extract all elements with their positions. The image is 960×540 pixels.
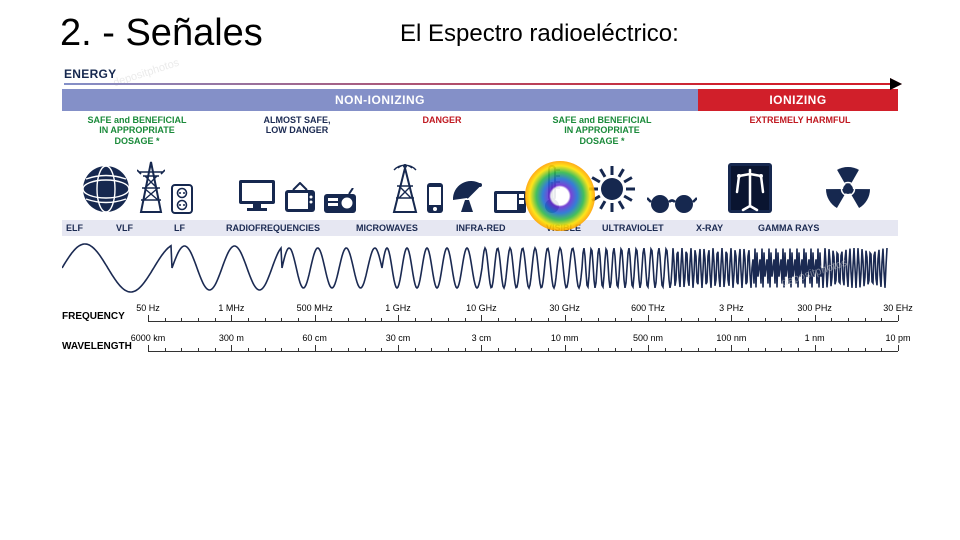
slide-subtitle: El Espectro radioeléctrico: <box>400 20 679 48</box>
frequency-label: FREQUENCY <box>62 311 148 322</box>
band-label: ELF <box>62 223 112 233</box>
band-label: VLF <box>112 223 170 233</box>
scale-tick-label: 30 GHz <box>549 303 580 313</box>
safety-label: EXTREMELY HARMFUL <box>702 115 898 146</box>
scale-tick-label: 50 Hz <box>136 303 160 313</box>
phone-icon <box>426 182 444 214</box>
energy-label: ENERGY <box>64 67 928 81</box>
radio-icon <box>323 188 357 214</box>
safety-label: SAFE and BENEFICIALIN APPROPRIATEDOSAGE … <box>502 115 702 146</box>
scale-tick-label: 500 nm <box>633 333 663 343</box>
antenna-icon <box>390 160 420 214</box>
band-label: GAMMA RAYS <box>754 223 848 233</box>
icon-column <box>522 164 582 214</box>
scale-tick-label: 1 GHz <box>385 303 411 313</box>
ionizing-label: IONIZING <box>698 89 898 111</box>
scale-tick-label: 3 cm <box>472 333 492 343</box>
nonionizing-label: NON-IONIZING <box>62 89 698 111</box>
band-label: INFRA-RED <box>452 223 542 233</box>
scale-tick-label: 600 THz <box>631 303 665 313</box>
icon-column <box>382 160 452 214</box>
band-label: RADIOFREQUENCIES <box>222 223 352 233</box>
icons-row <box>62 148 898 214</box>
scale-tick-label: 30 EHz <box>883 303 913 313</box>
band-bar: ELFVLFLFRADIOFREQUENCIESMICROWAVESINFRA-… <box>62 220 898 236</box>
safety-label: DANGER <box>382 115 502 146</box>
thermometer-icon <box>543 164 561 214</box>
icon-column <box>62 160 212 214</box>
pylon-icon <box>137 160 165 214</box>
socket-icon <box>171 184 193 214</box>
monitor-icon <box>237 178 277 214</box>
scale-tick-label: 10 GHz <box>466 303 497 313</box>
radiation-icon <box>823 164 873 214</box>
band-label: X-RAY <box>692 223 754 233</box>
energy-arrow <box>64 83 898 85</box>
scale-tick-label: 500 MHz <box>297 303 333 313</box>
safety-row: SAFE and BENEFICIALIN APPROPRIATEDOSAGE … <box>62 115 898 146</box>
ionizing-banner: NON-IONIZING IONIZING <box>62 89 898 111</box>
icon-column <box>452 176 522 214</box>
band-label: VISIBLE <box>542 223 598 233</box>
band-label: ULTRAVIOLET <box>598 223 692 233</box>
globe-icon <box>81 164 131 214</box>
wavelength-scale: WAVELENGTH 6000 km300 m60 cm30 cm3 cm10 … <box>62 330 898 352</box>
scale-tick-label: 1 MHz <box>218 303 244 313</box>
dish-icon <box>447 176 487 214</box>
wave-plot <box>62 240 898 296</box>
icon-column <box>702 162 798 214</box>
scale-tick-label: 3 PHz <box>719 303 744 313</box>
icon-column <box>642 190 702 214</box>
scale-tick-label: 10 mm <box>551 333 579 343</box>
tv-icon <box>283 182 317 214</box>
scale-tick-label: 6000 km <box>131 333 166 343</box>
scale-tick-label: 300 m <box>219 333 244 343</box>
icon-column <box>582 164 642 214</box>
sun-icon <box>587 164 637 214</box>
slide-title: 2. - Señales <box>60 12 360 55</box>
scale-tick-label: 30 cm <box>386 333 411 343</box>
scale-tick-label: 10 pm <box>885 333 910 343</box>
spectrum-diagram: depositphotos depositphotos ENERGY NON-I… <box>32 67 928 352</box>
frequency-scale: FREQUENCY 50 Hz 1 MHz 500 MHz 1 GHz 10 GHz 30… <box>62 300 898 322</box>
scale-tick-label: 1 nm <box>805 333 825 343</box>
scale-tick-label: 300 PHz <box>797 303 832 313</box>
band-label: MICROWAVES <box>352 223 452 233</box>
safety-label: ALMOST SAFE,LOW DANGER <box>212 115 382 146</box>
icon-column <box>212 178 382 214</box>
band-label: LF <box>170 223 222 233</box>
safety-label: SAFE and BENEFICIALIN APPROPRIATEDOSAGE … <box>62 115 212 146</box>
scale-tick-label: 100 nm <box>716 333 746 343</box>
sunglasses-icon <box>647 190 697 214</box>
icon-column <box>798 164 898 214</box>
scale-tick-label: 60 cm <box>302 333 327 343</box>
xray-icon <box>727 162 773 214</box>
